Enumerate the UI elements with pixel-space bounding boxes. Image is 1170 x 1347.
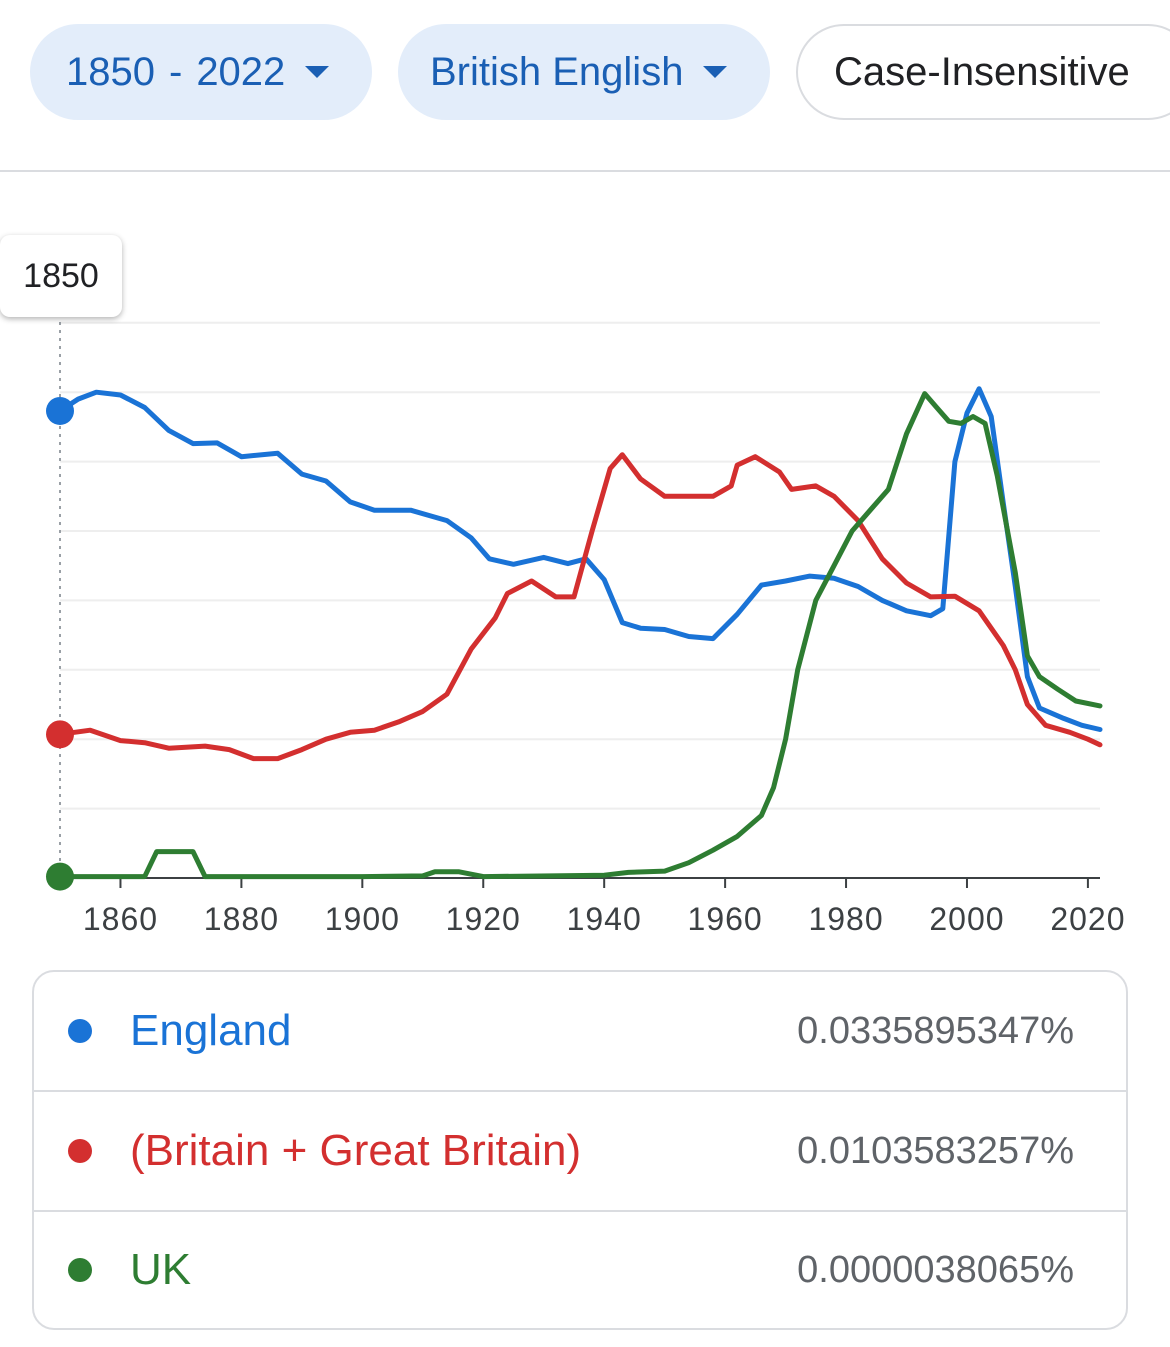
series-line-1[interactable] <box>57 452 1103 762</box>
chevron-down-icon <box>703 66 728 78</box>
legend-dot-icon <box>68 1258 92 1282</box>
x-tick-label: 2000 <box>929 901 1004 937</box>
legend-dot-icon <box>68 1139 92 1163</box>
x-tick-label: 1940 <box>567 901 642 937</box>
x-tick-label: 1880 <box>204 901 279 937</box>
x-tick-label: 1900 <box>325 901 400 937</box>
chevron-down-icon <box>305 66 330 78</box>
case-label: Case-Insensitive <box>834 49 1130 94</box>
corpus-label: British English <box>430 49 684 94</box>
x-tick-label: 1860 <box>83 901 158 937</box>
x-axis: 1860 1880 1900 1920 1940 1960 1980 2000 2020 <box>60 877 1125 937</box>
x-tick-label: 2020 <box>1050 901 1125 937</box>
legend-label-england[interactable]: England <box>130 1006 292 1055</box>
legend-row-britain[interactable]: (Britain + Great Britain) 0.0103583257% <box>34 1090 1126 1210</box>
ngram-chart[interactable]: 1860 1880 1900 1920 1940 1960 1980 2000 2020 <box>0 172 1170 952</box>
hover-point-1 <box>46 720 74 749</box>
series-line-2[interactable] <box>57 391 1103 880</box>
legend-label-uk[interactable]: UK <box>130 1245 192 1294</box>
legend-row-uk[interactable]: UK 0.0000038065% <box>34 1210 1126 1328</box>
legend-row-england[interactable]: England 0.0335895347% <box>34 972 1126 1090</box>
year-range-separator: - <box>168 49 183 94</box>
legend-value-england: 0.0335895347% <box>797 1009 1074 1052</box>
year-range-start: 1850 <box>66 49 155 94</box>
case-sensitivity-toggle[interactable]: Case-Insensitive <box>796 24 1170 120</box>
x-tick-label: 1960 <box>688 901 763 937</box>
chart-gridlines <box>60 321 1100 810</box>
x-tick-label: 1980 <box>808 901 883 937</box>
legend-dot-icon <box>68 1019 92 1043</box>
chart-series <box>46 386 1103 891</box>
legend-label-britain[interactable]: (Britain + Great Britain) <box>130 1126 582 1175</box>
hover-year-tooltip: 1850 <box>0 235 122 317</box>
legend-value-britain: 0.0103583257% <box>797 1129 1074 1172</box>
hover-point-0 <box>46 396 74 425</box>
hover-point-2 <box>46 862 74 891</box>
legend-value-uk: 0.0000038065% <box>797 1248 1074 1291</box>
filter-bar: 1850 - 2022 British English Case-Insensi… <box>0 0 1170 172</box>
year-range-end: 2022 <box>196 49 286 94</box>
x-tick-label: 1920 <box>446 901 521 937</box>
year-range-dropdown[interactable]: 1850 - 2022 <box>30 24 372 120</box>
legend: England 0.0335895347% (Britain + Great B… <box>32 970 1128 1330</box>
corpus-dropdown[interactable]: British English <box>398 24 770 120</box>
series-line-0[interactable] <box>57 386 1103 732</box>
